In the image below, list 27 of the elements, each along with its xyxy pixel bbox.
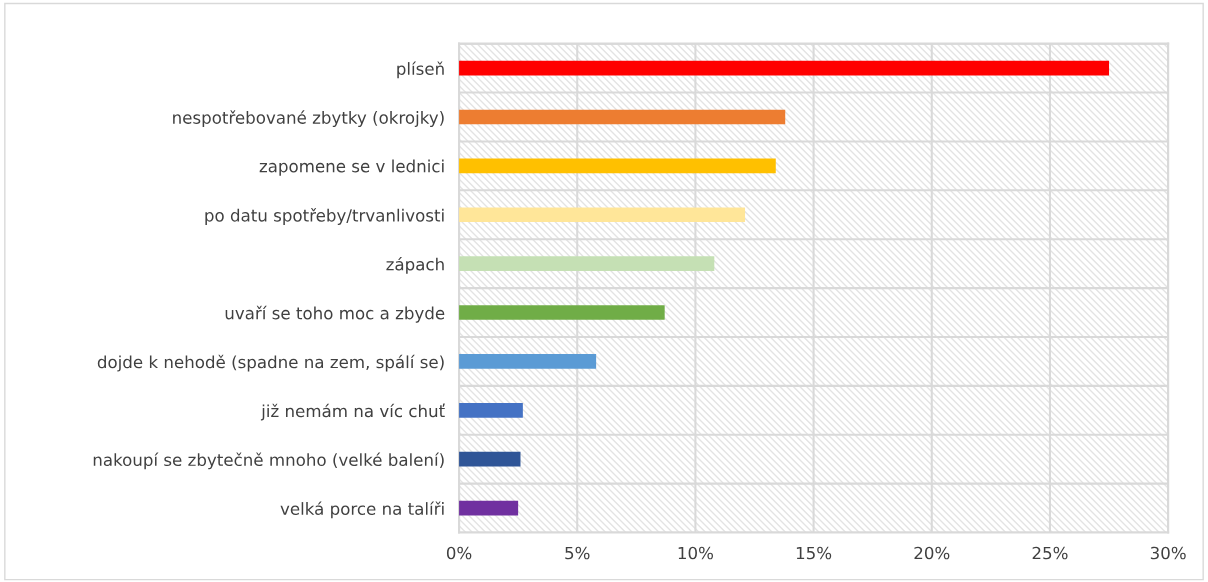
x-tick-label: 25% bbox=[1032, 546, 1068, 560]
y-tick-label: po datu spotřeby/trvanlivosti bbox=[205, 208, 444, 225]
bar bbox=[459, 402, 523, 418]
bar bbox=[459, 158, 776, 174]
y-tick-label: zapomene se v lednici bbox=[259, 159, 444, 176]
x-tick-label: 30% bbox=[1150, 546, 1186, 560]
bar bbox=[459, 256, 715, 271]
y-tick-label: již nemám na víc chuť bbox=[260, 403, 445, 421]
y-tick-label: plíseň bbox=[397, 61, 444, 79]
bar bbox=[459, 354, 597, 369]
x-tick-label: 15% bbox=[796, 546, 832, 560]
bar bbox=[459, 500, 519, 516]
y-tick-label: uvaří se toho moc a zbyde bbox=[225, 305, 445, 323]
bar bbox=[459, 109, 786, 125]
y-tick-label: zápach bbox=[386, 256, 444, 274]
bar bbox=[459, 451, 521, 467]
y-tick-label: nespotřebované zbytky (okrojky) bbox=[173, 110, 444, 128]
bar bbox=[459, 207, 746, 223]
x-tick-label: 20% bbox=[914, 546, 950, 560]
y-tick-label: dojde k nehodě (spadne na zem, spálí se) bbox=[97, 354, 444, 372]
x-tick-label: 5% bbox=[565, 546, 590, 560]
x-tick-label: 10% bbox=[678, 546, 714, 560]
x-tick-label: 0% bbox=[446, 546, 472, 560]
y-tick-label: nakoupí se zbytečně mnoho (velké balení) bbox=[93, 452, 444, 470]
bar bbox=[459, 305, 665, 320]
y-tick-label: velká porce na talíři bbox=[280, 501, 444, 519]
bar bbox=[459, 60, 1110, 76]
